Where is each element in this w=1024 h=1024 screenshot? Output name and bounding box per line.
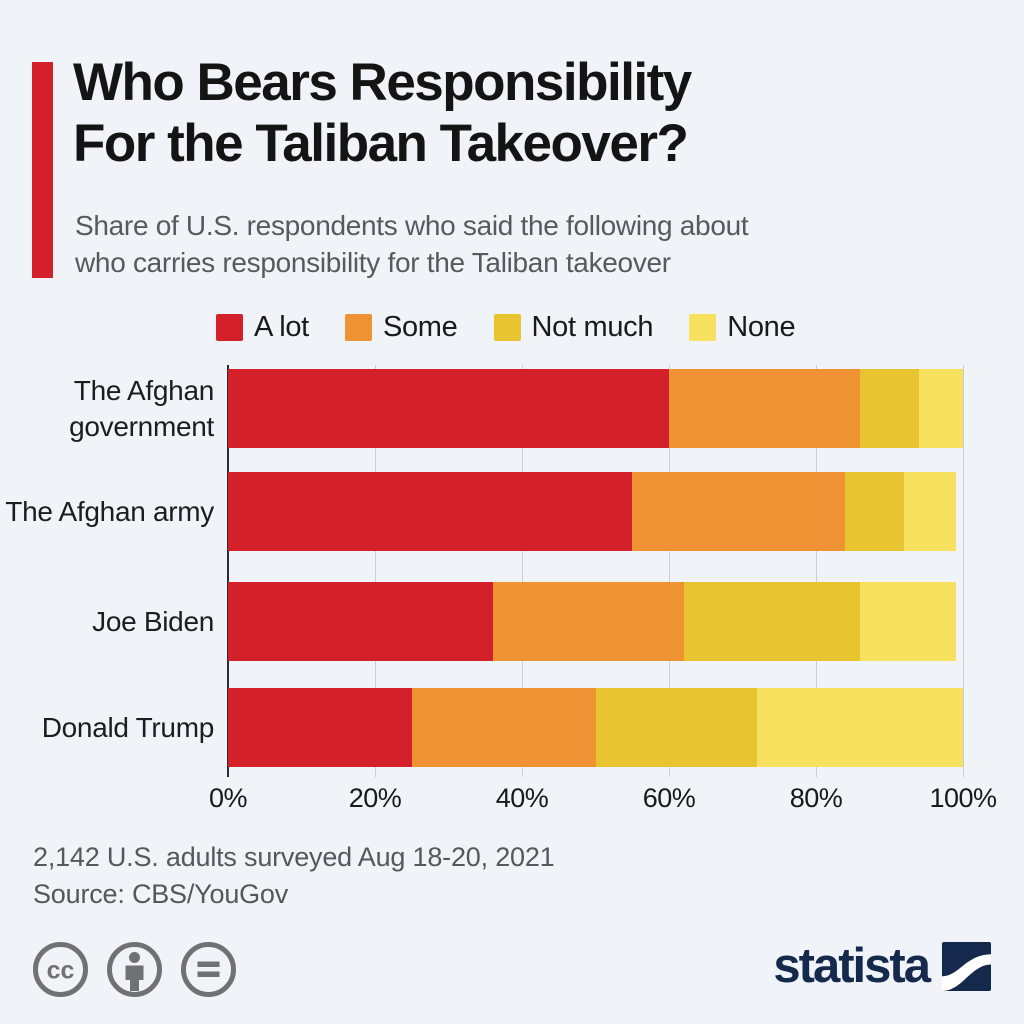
x-tick-label: 60% — [642, 783, 696, 813]
gridline-80% — [816, 365, 817, 777]
title-accent-bar — [32, 62, 53, 278]
legend-item-not-much: Not much — [493, 311, 654, 344]
bar-segment-not-much — [860, 369, 919, 448]
subtitle-line-2: who carries responsibility for the Talib… — [75, 247, 671, 278]
svg-text:cc: cc — [47, 957, 75, 985]
chart-subtitle: Share of U.S. respondents who said the f… — [75, 207, 749, 281]
bar-segment-none — [918, 369, 963, 448]
category-label: Donald Trump — [41, 711, 215, 743]
bar-segment-some — [669, 369, 861, 448]
bar-segment-some — [632, 472, 846, 551]
gridline-20% — [375, 365, 376, 777]
category-label: Joe Biden — [92, 605, 214, 637]
page-title: Who Bears Responsibility For the Taliban… — [73, 52, 692, 174]
bar-segment-none — [904, 472, 956, 551]
title-line-1: Who Bears Responsibility — [73, 53, 692, 112]
legend-label: Not much — [531, 311, 654, 343]
legend-item-some: Some — [344, 311, 458, 344]
bar-segment-none — [860, 582, 956, 661]
bar-row — [228, 369, 963, 448]
source-note: Source: CBS/YouGov — [33, 879, 289, 909]
attribution-icon[interactable] — [106, 941, 163, 998]
legend-swatch-icon — [216, 314, 243, 341]
bar-segment-none — [757, 688, 963, 767]
bar-segment-some — [411, 688, 596, 767]
bar-segment-a-lot — [228, 582, 493, 661]
legend-label: A lot — [254, 311, 309, 343]
bar-segment-a-lot — [228, 688, 412, 767]
category-label: The Afghan army — [5, 495, 214, 527]
x-tick-label: 100% — [929, 783, 997, 813]
bar-segment-not-much — [845, 472, 905, 551]
subtitle-line-1: Share of U.S. respondents who said the f… — [75, 210, 749, 241]
legend-label: Some — [382, 311, 458, 343]
x-tick-label: 0% — [208, 783, 248, 813]
statista-logo[interactable]: statista — [773, 938, 991, 994]
stacked-bar-chart: The Afghan government The Afghan army Joe … — [0, 365, 1024, 777]
bar-segment-a-lot — [228, 369, 669, 448]
bar-row — [228, 472, 963, 551]
survey-note: 2,142 U.S. adults surveyed Aug 18-20, 20… — [33, 842, 555, 872]
gridline-40% — [522, 365, 523, 777]
gridline-60% — [669, 365, 670, 777]
statista-logo-text: statista — [773, 939, 931, 993]
chart-legend: A lot Some Not much None — [216, 311, 796, 344]
bar-row — [228, 688, 963, 767]
no-derivatives-icon[interactable] — [180, 941, 237, 998]
license-icons: cc — [32, 941, 237, 998]
title-line-2: For the Taliban Takeover? — [73, 114, 689, 173]
creative-commons-icon[interactable]: cc — [32, 941, 89, 998]
x-tick-label: 40% — [495, 783, 549, 813]
x-axis: 0% 20% 40% 60% 80% 100% — [0, 783, 1024, 819]
plot-area — [227, 365, 964, 777]
legend-swatch-icon — [689, 314, 717, 341]
bar-segment-not-much — [595, 688, 758, 767]
x-tick-label: 20% — [348, 783, 402, 813]
legend-label: None — [727, 311, 796, 343]
bar-segment-not-much — [683, 582, 861, 661]
y-axis-line — [227, 365, 229, 777]
bar-segment-some — [492, 582, 684, 661]
legend-item-none: None — [689, 311, 796, 344]
gridline-100% — [963, 365, 964, 777]
category-label: The Afghan government — [69, 374, 214, 442]
legend-swatch-icon — [344, 314, 372, 341]
legend-item-a-lot: A lot — [216, 311, 309, 344]
bar-row — [228, 582, 963, 661]
x-tick-label: 80% — [789, 783, 843, 813]
bar-segment-a-lot — [228, 472, 633, 551]
statista-logo-mark-icon — [942, 941, 991, 991]
legend-swatch-icon — [493, 314, 521, 341]
